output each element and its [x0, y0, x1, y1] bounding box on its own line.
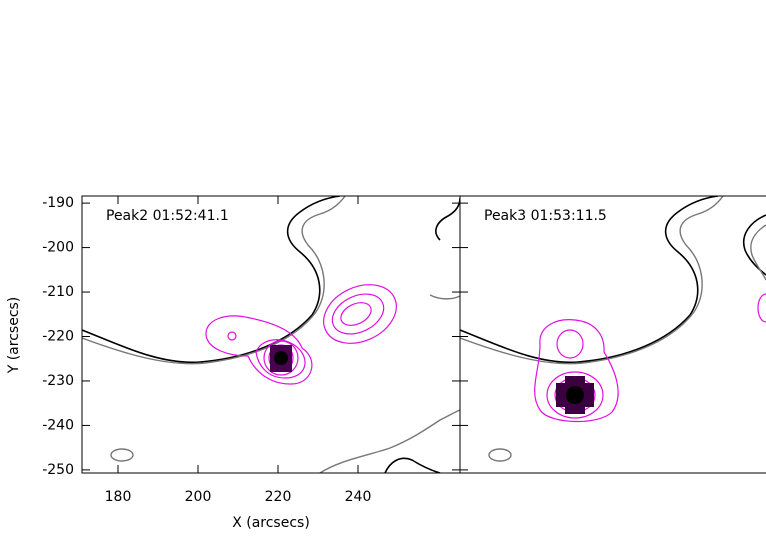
y-tick-label: -230 — [42, 373, 74, 389]
panel-2-contours — [460, 196, 766, 462]
panel-1-frame — [81, 195, 461, 474]
x-tick-label: 180 — [105, 489, 132, 505]
panel-2-title: Peak3 01:53:11.5 — [484, 208, 607, 224]
y-tick-label: -210 — [42, 284, 74, 300]
x-tick-label: 220 — [265, 489, 292, 505]
y-tick-label: -190 — [42, 195, 74, 211]
y-tick-label: -240 — [42, 417, 74, 433]
panel-1-contours — [82, 196, 460, 473]
x-axis-label: X (arcsecs) — [232, 515, 310, 531]
x-tick-label: 200 — [185, 489, 212, 505]
y-tick-label: -200 — [42, 240, 74, 256]
y-axis-label: Y (arcsecs) — [6, 297, 22, 375]
panel-2-frame — [459, 195, 766, 474]
y-tick-label: -220 — [42, 329, 74, 345]
y-tick-label: -250 — [42, 462, 74, 478]
panel-1-title: Peak2 01:52:41.1 — [106, 208, 229, 224]
x-tick-label: 240 — [345, 489, 372, 505]
